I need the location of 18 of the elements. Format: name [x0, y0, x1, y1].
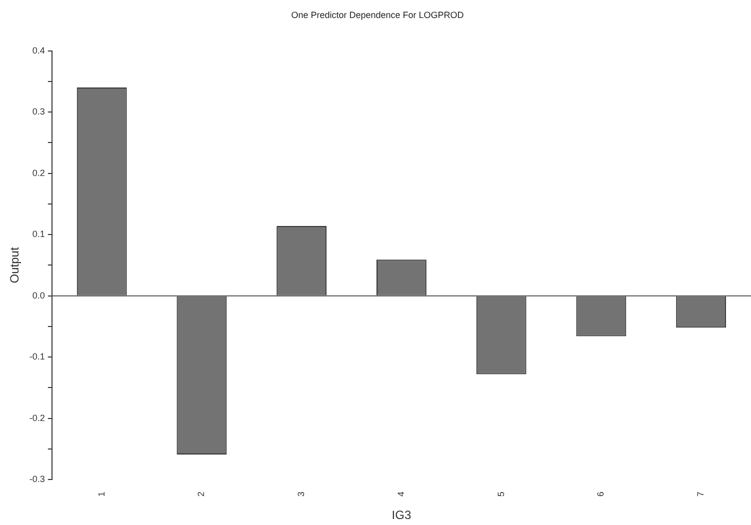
x-axis-title: IG3	[392, 508, 412, 522]
y-tick-label: 0.3	[32, 106, 45, 117]
y-tick-label: -0.3	[29, 474, 45, 484]
x-tick-label: 6	[596, 492, 606, 497]
x-tick-label: 3	[296, 492, 306, 497]
x-tick-label: 7	[696, 492, 706, 497]
y-tick-label: 0.1	[32, 229, 45, 240]
y-tick-label: -0.1	[29, 352, 45, 362]
y-tick-label: 0.0	[32, 290, 45, 300]
x-tick-label: 5	[496, 492, 506, 497]
chart-title: One Predictor Dependence For LOGPROD	[291, 10, 464, 20]
y-axis-title: Output	[8, 246, 22, 284]
y-tick-label: -0.2	[29, 412, 45, 423]
y-tick-label: 0.4	[32, 45, 45, 56]
x-tick-label: 4	[396, 492, 406, 497]
x-tick-label: 1	[96, 492, 106, 497]
x-tick-label: 2	[196, 492, 206, 497]
y-tick-label: 0.2	[32, 168, 45, 178]
